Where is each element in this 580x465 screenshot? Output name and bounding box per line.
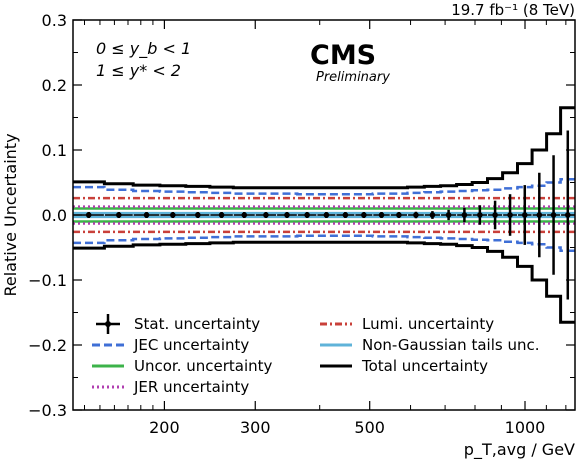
x-tick-label: 1000 bbox=[505, 418, 546, 437]
legend-entry-total: Total uncertainty bbox=[320, 357, 488, 375]
legend-entry-uncor: Uncor. uncertainty bbox=[92, 357, 273, 375]
stat-point bbox=[170, 212, 176, 218]
legend-label-nongauss: Non-Gaussian tails unc. bbox=[362, 336, 539, 354]
stat-point bbox=[492, 212, 498, 218]
stat-point bbox=[477, 212, 483, 218]
band-total-lower bbox=[73, 240, 575, 324]
x-tick-label: 200 bbox=[149, 418, 180, 437]
y-tick-label: −0.1 bbox=[28, 271, 67, 290]
stat-point bbox=[461, 212, 468, 218]
y-tick-label: −0.2 bbox=[28, 336, 67, 355]
legend-label-jer: JER uncertainty bbox=[133, 378, 249, 396]
stat-point bbox=[115, 212, 122, 218]
stat-point bbox=[143, 212, 150, 218]
band-jec-lower bbox=[73, 234, 575, 253]
x-axis-label: p_T,avg / GeV bbox=[464, 440, 575, 460]
stat-point bbox=[396, 212, 402, 218]
legend: Stat. uncertainty JEC uncertainty Uncor.… bbox=[92, 314, 539, 396]
y-tick-label: 0.2 bbox=[42, 76, 67, 95]
y-axis-label: Relative Uncertainty bbox=[1, 133, 20, 296]
ticks-layer: 0.3 0.2 0.1 0.0 −0.1 −0.2 −0.3 200 300 500 1000 bbox=[28, 11, 575, 437]
stat-point bbox=[413, 212, 419, 218]
stat-point bbox=[361, 212, 367, 218]
legend-entry-lumi: Lumi. uncertainty bbox=[320, 315, 494, 333]
legend-entry-jer: JER uncertainty bbox=[92, 378, 249, 396]
stat-point bbox=[218, 212, 225, 218]
x-tick-label: 500 bbox=[354, 418, 385, 437]
stat-point bbox=[507, 212, 513, 218]
cut-rapidity-b: 0 ≤ y_b < 1 bbox=[96, 39, 191, 59]
stat-point bbox=[550, 212, 557, 218]
legend-label-lumi: Lumi. uncertainty bbox=[362, 315, 494, 333]
y-tick-label: 0.3 bbox=[42, 11, 67, 30]
lumi-label: 19.7 fb⁻¹ (8 TeV) bbox=[451, 1, 575, 19]
stat-point bbox=[521, 212, 528, 218]
stat-point bbox=[445, 212, 452, 218]
stat-point bbox=[342, 212, 349, 218]
stat-point bbox=[323, 212, 330, 218]
stat-point bbox=[429, 212, 436, 218]
y-tick-label: 0.0 bbox=[42, 206, 67, 225]
stat-point bbox=[304, 212, 310, 218]
y-tick-label: −0.3 bbox=[28, 401, 67, 420]
legend-label-stat: Stat. uncertainty bbox=[134, 315, 260, 333]
stat-point bbox=[85, 212, 92, 218]
stat-point bbox=[378, 212, 385, 218]
stat-point bbox=[195, 212, 201, 218]
stat-point bbox=[241, 212, 248, 218]
stat-point bbox=[284, 212, 290, 218]
band-total-upper bbox=[73, 106, 575, 190]
x-tick-label: 300 bbox=[240, 418, 271, 437]
y-tick-label: 0.1 bbox=[42, 141, 67, 160]
legend-label-jec: JEC uncertainty bbox=[133, 336, 249, 354]
cut-rapidity-star: 1 ≤ y* < 2 bbox=[96, 61, 181, 80]
stat-point bbox=[263, 212, 269, 218]
data-layer bbox=[73, 106, 575, 324]
stat-point bbox=[536, 212, 543, 218]
band-jec-upper bbox=[73, 178, 575, 196]
cms-label: CMS bbox=[310, 40, 376, 71]
legend-entry-jec: JEC uncertainty bbox=[92, 336, 249, 354]
preliminary-label: Preliminary bbox=[316, 70, 390, 85]
legend-key-stat-marker bbox=[105, 321, 111, 327]
legend-entry-stat: Stat. uncertainty bbox=[96, 314, 260, 334]
legend-label-total: Total uncertainty bbox=[361, 357, 488, 375]
legend-label-uncor: Uncor. uncertainty bbox=[134, 357, 273, 375]
legend-entry-nongauss: Non-Gaussian tails unc. bbox=[320, 336, 539, 354]
